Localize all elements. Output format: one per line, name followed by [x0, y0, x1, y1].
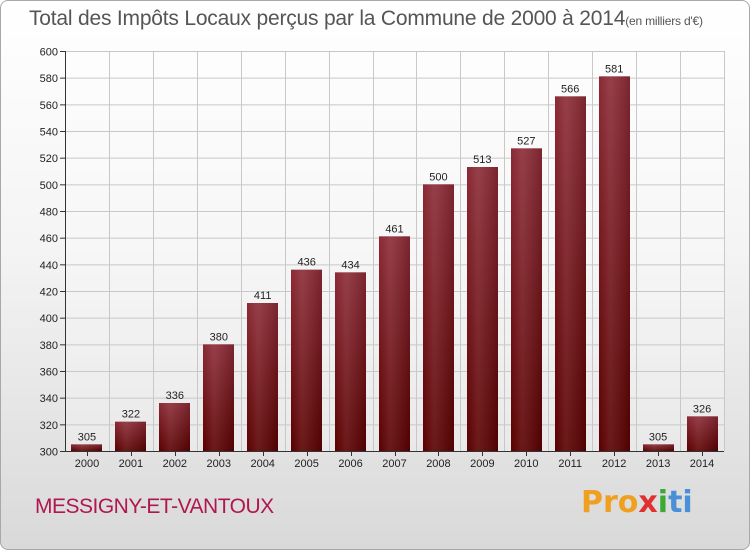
y-tick-label: 560: [40, 100, 58, 112]
x-tick-label: 2010: [514, 458, 538, 470]
x-tick-label: 2008: [426, 458, 450, 470]
logo-part-1: Pro: [581, 485, 639, 520]
y-tick-label: 460: [40, 233, 58, 245]
y-tick-label: 400: [40, 313, 58, 325]
y-tick-label: 540: [40, 127, 58, 139]
bar-shine: [555, 96, 586, 451]
proxiti-logo[interactable]: Proxiti: [581, 485, 693, 520]
y-tick-label: 340: [40, 393, 58, 405]
y-tick-label: 360: [40, 367, 58, 379]
bar-shine: [423, 184, 454, 452]
logo-part-2: x: [638, 485, 658, 520]
x-tick-label: 2004: [250, 458, 274, 470]
logo-part-4: ti: [668, 485, 693, 520]
bar-layer: 305 322 336 380 411 436 434 461 500 513 527 566 581 3…: [71, 63, 718, 452]
y-tick-label: 380: [40, 340, 58, 352]
bar-shine: [247, 303, 278, 451]
value-label: 411: [254, 290, 272, 302]
x-tick-label: 2002: [163, 458, 187, 470]
value-label: 513: [473, 154, 491, 166]
chart-title-unit: (en milliers d'€): [625, 14, 703, 28]
value-label: 500: [429, 171, 447, 183]
bar-shine: [71, 444, 102, 451]
x-tick-label: 2003: [207, 458, 231, 470]
y-tick-label: 300: [40, 447, 58, 459]
x-tick-label: 2009: [470, 458, 494, 470]
x-tick-label: 2012: [602, 458, 626, 470]
value-label: 322: [122, 409, 140, 421]
y-tick-label: 500: [40, 180, 58, 192]
y-tick-label: 440: [40, 260, 58, 272]
chart-title-main: Total des Impôts Locaux perçus par la Co…: [29, 7, 626, 30]
value-label: 326: [693, 403, 711, 415]
bar-shine: [335, 272, 366, 451]
axis-layer: 300 320 340 360 380 400 420 440 460 480 500 520 540 5…: [40, 47, 724, 470]
value-label: 434: [341, 259, 359, 271]
bar-shine: [203, 344, 234, 451]
y-tick-label: 580: [40, 73, 58, 85]
x-tick-label: 2007: [382, 458, 406, 470]
bar-shine: [511, 148, 542, 452]
y-tick-label: 600: [40, 47, 58, 59]
y-tick-label: 420: [40, 287, 58, 299]
value-label: 461: [385, 223, 403, 235]
bar-shine: [687, 416, 718, 451]
x-tick-label: 2001: [119, 458, 143, 470]
y-tick-label: 320: [40, 420, 58, 432]
bar-shine: [379, 236, 410, 451]
y-tick-label: 480: [40, 207, 58, 219]
commune-name: MESSIGNY-ET-VANTOUX: [35, 495, 274, 518]
logo-part-3: i: [657, 485, 669, 520]
value-label: 581: [605, 63, 623, 75]
bar-shine: [467, 167, 498, 451]
value-label: 436: [297, 257, 315, 269]
value-label: 305: [78, 431, 96, 443]
x-tick-label: 2000: [75, 458, 99, 470]
x-tick-label: 2006: [338, 458, 362, 470]
value-label: 305: [649, 431, 667, 443]
x-tick-label: 2014: [690, 458, 714, 470]
y-tick-label: 520: [40, 153, 58, 165]
bar-shine: [291, 269, 322, 451]
value-label: 527: [517, 135, 535, 147]
x-tick-label: 2011: [558, 458, 582, 470]
value-label: 336: [166, 390, 184, 402]
x-tick-label: 2013: [646, 458, 670, 470]
x-tick-label: 2005: [294, 458, 318, 470]
bar-shine: [599, 76, 630, 451]
bar-shine: [643, 444, 674, 451]
value-label: 566: [561, 83, 579, 95]
chart-title: Total des Impôts Locaux perçus par la Co…: [29, 7, 703, 31]
bar-shine: [115, 421, 146, 451]
bar-shine: [159, 403, 190, 451]
value-label: 380: [210, 331, 228, 343]
